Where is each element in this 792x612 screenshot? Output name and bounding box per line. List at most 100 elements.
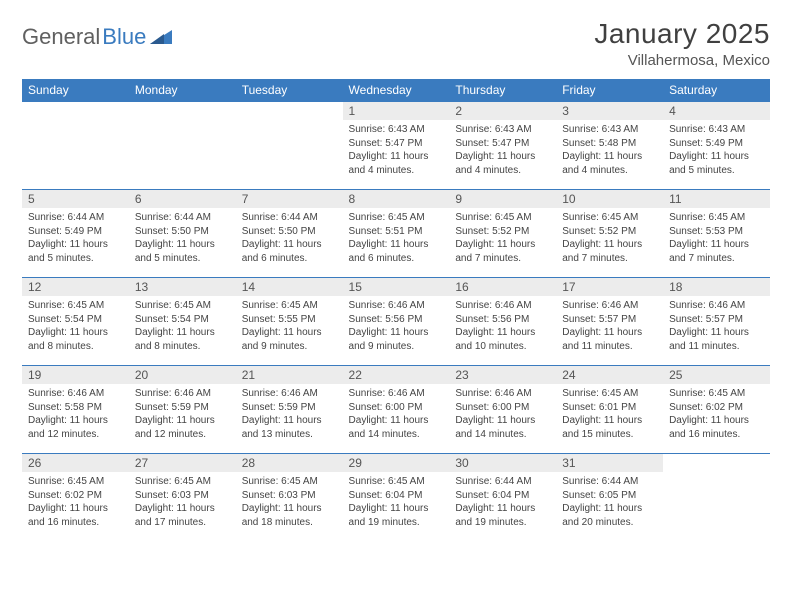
calendar-day-cell: 23Sunrise: 6:46 AMSunset: 6:00 PMDayligh… [449,366,556,454]
day-number: 6 [129,190,236,208]
calendar-day-cell: 26Sunrise: 6:45 AMSunset: 6:02 PMDayligh… [22,454,129,542]
day-number: 9 [449,190,556,208]
calendar-day-cell: 5Sunrise: 6:44 AMSunset: 5:49 PMDaylight… [22,190,129,278]
day-details: Sunrise: 6:45 AMSunset: 5:51 PMDaylight:… [343,208,450,269]
calendar-day-cell: 27Sunrise: 6:45 AMSunset: 6:03 PMDayligh… [129,454,236,542]
calendar-day-cell: 29Sunrise: 6:45 AMSunset: 6:04 PMDayligh… [343,454,450,542]
calendar-day-cell: 9Sunrise: 6:45 AMSunset: 5:52 PMDaylight… [449,190,556,278]
weekday-header: Monday [129,79,236,102]
calendar-day-cell: 17Sunrise: 6:46 AMSunset: 5:57 PMDayligh… [556,278,663,366]
calendar-day-cell: 1Sunrise: 6:43 AMSunset: 5:47 PMDaylight… [343,102,450,190]
calendar-day-cell: 6Sunrise: 6:44 AMSunset: 5:50 PMDaylight… [129,190,236,278]
day-details: Sunrise: 6:46 AMSunset: 5:57 PMDaylight:… [556,296,663,357]
day-number: 27 [129,454,236,472]
calendar-day-cell: 31Sunrise: 6:44 AMSunset: 6:05 PMDayligh… [556,454,663,542]
calendar-day-cell: 3Sunrise: 6:43 AMSunset: 5:48 PMDaylight… [556,102,663,190]
calendar-day-cell: 19Sunrise: 6:46 AMSunset: 5:58 PMDayligh… [22,366,129,454]
day-number: 21 [236,366,343,384]
day-details: Sunrise: 6:45 AMSunset: 5:52 PMDaylight:… [449,208,556,269]
day-details: Sunrise: 6:46 AMSunset: 5:56 PMDaylight:… [343,296,450,357]
logo-text-blue: Blue [102,24,146,50]
day-number: 10 [556,190,663,208]
title-block: January 2025 Villahermosa, Mexico [594,18,770,69]
day-number: 15 [343,278,450,296]
day-details: Sunrise: 6:43 AMSunset: 5:48 PMDaylight:… [556,120,663,181]
day-details: Sunrise: 6:46 AMSunset: 5:57 PMDaylight:… [663,296,770,357]
calendar-day-cell: 21Sunrise: 6:46 AMSunset: 5:59 PMDayligh… [236,366,343,454]
day-details: Sunrise: 6:45 AMSunset: 5:55 PMDaylight:… [236,296,343,357]
day-number: 7 [236,190,343,208]
calendar-day-cell [129,102,236,190]
day-details: Sunrise: 6:46 AMSunset: 5:59 PMDaylight:… [236,384,343,445]
day-details: Sunrise: 6:45 AMSunset: 6:03 PMDaylight:… [236,472,343,533]
calendar-day-cell: 25Sunrise: 6:45 AMSunset: 6:02 PMDayligh… [663,366,770,454]
weekday-header: Tuesday [236,79,343,102]
calendar-day-cell: 12Sunrise: 6:45 AMSunset: 5:54 PMDayligh… [22,278,129,366]
day-number: 18 [663,278,770,296]
day-number: 25 [663,366,770,384]
day-details: Sunrise: 6:44 AMSunset: 5:49 PMDaylight:… [22,208,129,269]
calendar-day-cell: 18Sunrise: 6:46 AMSunset: 5:57 PMDayligh… [663,278,770,366]
day-number: 23 [449,366,556,384]
day-details: Sunrise: 6:46 AMSunset: 5:58 PMDaylight:… [22,384,129,445]
calendar-day-cell: 7Sunrise: 6:44 AMSunset: 5:50 PMDaylight… [236,190,343,278]
day-details: Sunrise: 6:46 AMSunset: 5:56 PMDaylight:… [449,296,556,357]
day-details: Sunrise: 6:43 AMSunset: 5:49 PMDaylight:… [663,120,770,181]
day-details: Sunrise: 6:44 AMSunset: 5:50 PMDaylight:… [236,208,343,269]
day-details: Sunrise: 6:46 AMSunset: 6:00 PMDaylight:… [449,384,556,445]
day-details: Sunrise: 6:45 AMSunset: 6:04 PMDaylight:… [343,472,450,533]
day-details: Sunrise: 6:46 AMSunset: 6:00 PMDaylight:… [343,384,450,445]
weekday-header: Thursday [449,79,556,102]
calendar-week-row: 19Sunrise: 6:46 AMSunset: 5:58 PMDayligh… [22,366,770,454]
calendar-day-cell: 4Sunrise: 6:43 AMSunset: 5:49 PMDaylight… [663,102,770,190]
calendar-day-cell [663,454,770,542]
day-number: 11 [663,190,770,208]
calendar-week-row: 1Sunrise: 6:43 AMSunset: 5:47 PMDaylight… [22,102,770,190]
day-details: Sunrise: 6:45 AMSunset: 6:02 PMDaylight:… [22,472,129,533]
day-number: 2 [449,102,556,120]
day-number: 16 [449,278,556,296]
day-number: 31 [556,454,663,472]
day-number: 13 [129,278,236,296]
calendar-day-cell: 14Sunrise: 6:45 AMSunset: 5:55 PMDayligh… [236,278,343,366]
month-title: January 2025 [594,18,770,50]
day-number: 24 [556,366,663,384]
day-number: 4 [663,102,770,120]
day-number: 29 [343,454,450,472]
calendar-day-cell [22,102,129,190]
calendar-day-cell [236,102,343,190]
calendar-table: SundayMondayTuesdayWednesdayThursdayFrid… [22,79,770,542]
weekday-header: Sunday [22,79,129,102]
day-number: 5 [22,190,129,208]
day-details: Sunrise: 6:44 AMSunset: 6:05 PMDaylight:… [556,472,663,533]
calendar-week-row: 26Sunrise: 6:45 AMSunset: 6:02 PMDayligh… [22,454,770,542]
day-details: Sunrise: 6:46 AMSunset: 5:59 PMDaylight:… [129,384,236,445]
weekday-header: Saturday [663,79,770,102]
calendar-day-cell: 20Sunrise: 6:46 AMSunset: 5:59 PMDayligh… [129,366,236,454]
day-number: 12 [22,278,129,296]
calendar-day-cell: 24Sunrise: 6:45 AMSunset: 6:01 PMDayligh… [556,366,663,454]
day-number: 30 [449,454,556,472]
calendar-day-cell: 13Sunrise: 6:45 AMSunset: 5:54 PMDayligh… [129,278,236,366]
weekday-header: Friday [556,79,663,102]
day-details: Sunrise: 6:43 AMSunset: 5:47 PMDaylight:… [343,120,450,181]
logo-triangle-icon [150,26,172,44]
calendar-day-cell: 22Sunrise: 6:46 AMSunset: 6:00 PMDayligh… [343,366,450,454]
calendar-day-cell: 10Sunrise: 6:45 AMSunset: 5:52 PMDayligh… [556,190,663,278]
day-number: 22 [343,366,450,384]
calendar-week-row: 5Sunrise: 6:44 AMSunset: 5:49 PMDaylight… [22,190,770,278]
location-label: Villahermosa, Mexico [594,52,770,69]
header: General Blue January 2025 Villahermosa, … [22,18,770,69]
day-number: 19 [22,366,129,384]
day-details: Sunrise: 6:45 AMSunset: 6:01 PMDaylight:… [556,384,663,445]
day-details: Sunrise: 6:45 AMSunset: 5:52 PMDaylight:… [556,208,663,269]
day-number: 1 [343,102,450,120]
weekday-header: Wednesday [343,79,450,102]
calendar-day-cell: 2Sunrise: 6:43 AMSunset: 5:47 PMDaylight… [449,102,556,190]
day-details: Sunrise: 6:45 AMSunset: 6:03 PMDaylight:… [129,472,236,533]
day-number: 8 [343,190,450,208]
calendar-day-cell: 11Sunrise: 6:45 AMSunset: 5:53 PMDayligh… [663,190,770,278]
logo-text-general: General [22,24,100,50]
day-details: Sunrise: 6:45 AMSunset: 5:54 PMDaylight:… [129,296,236,357]
calendar-day-cell: 16Sunrise: 6:46 AMSunset: 5:56 PMDayligh… [449,278,556,366]
